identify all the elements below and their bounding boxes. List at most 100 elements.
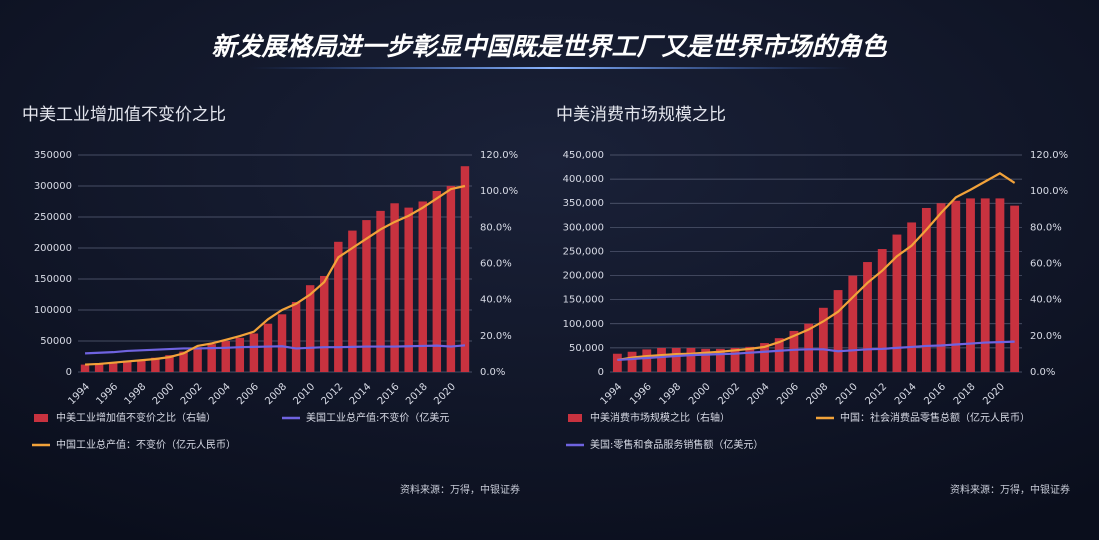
bar xyxy=(123,360,132,372)
legend-swatch xyxy=(34,414,48,422)
bar xyxy=(936,203,946,372)
bar xyxy=(671,347,681,372)
slide-title: 新发展格局进一步彰显中国既是世界工厂又是世界市场的角色 xyxy=(211,32,887,61)
bar xyxy=(446,185,456,372)
bar xyxy=(715,348,725,372)
bar xyxy=(432,190,442,372)
bar xyxy=(151,357,160,372)
y2-tick-label: 40.0% xyxy=(480,295,512,306)
bar xyxy=(760,343,769,372)
bar xyxy=(390,203,399,372)
y-tick-label: 400,000 xyxy=(563,174,604,185)
bar xyxy=(108,362,118,372)
bar xyxy=(334,241,343,372)
bar xyxy=(701,348,711,372)
bar xyxy=(980,198,990,372)
bar xyxy=(207,344,216,372)
y-tick-label: 150000 xyxy=(34,274,72,285)
bar xyxy=(789,330,799,372)
legend-label: 中国工业总产值：不变价（亿元人民币） xyxy=(56,438,236,451)
bar xyxy=(404,207,413,372)
bar xyxy=(418,201,427,372)
bar xyxy=(907,222,917,372)
bar xyxy=(657,347,666,372)
bar xyxy=(745,346,755,372)
bar xyxy=(818,307,828,372)
bar xyxy=(892,234,902,372)
y-tick-label: 450,000 xyxy=(563,150,604,161)
y2-tick-label: 80.0% xyxy=(1030,222,1062,233)
bar xyxy=(165,355,174,372)
bar xyxy=(221,341,230,372)
legend-label: 中国：社会消费品零售总额（亿元人民币） xyxy=(840,411,1030,424)
title-underline xyxy=(250,67,850,69)
bar xyxy=(921,207,931,372)
y2-tick-label: 20.0% xyxy=(480,331,512,342)
y-tick-label: 350,000 xyxy=(563,198,604,209)
y2-tick-label: 40.0% xyxy=(1030,295,1062,306)
y2-tick-label: 0.0% xyxy=(1030,367,1055,378)
legend-label: 中美工业增加值不变价之比（右轴） xyxy=(56,411,216,424)
y2-tick-label: 120.0% xyxy=(480,150,518,161)
y-tick-label: 250,000 xyxy=(563,246,604,257)
bar xyxy=(179,351,188,372)
bar xyxy=(460,166,470,372)
y-tick-label: 250000 xyxy=(34,212,72,223)
bar xyxy=(362,220,371,372)
bar xyxy=(848,275,858,372)
bar xyxy=(80,364,90,372)
y2-tick-label: 20.0% xyxy=(1030,331,1062,342)
bar xyxy=(376,210,385,372)
bar xyxy=(235,337,245,372)
y-tick-label: 200000 xyxy=(34,243,72,254)
y-tick-label: 100000 xyxy=(34,305,72,316)
y-tick-label: 100,000 xyxy=(563,319,604,330)
bar xyxy=(612,353,622,372)
bar xyxy=(320,275,329,372)
line xyxy=(617,340,1015,362)
line xyxy=(617,172,1016,362)
bar xyxy=(833,290,843,372)
bar xyxy=(627,351,637,372)
bar xyxy=(966,198,975,372)
y2-tick-label: 60.0% xyxy=(480,259,512,270)
y2-tick-label: 60.0% xyxy=(1030,259,1062,270)
y2-tick-label: 100.0% xyxy=(1030,186,1068,197)
y-tick-label: 0 xyxy=(66,367,72,378)
y-tick-label: 300000 xyxy=(34,181,72,192)
bar xyxy=(774,338,784,372)
y2-tick-label: 80.0% xyxy=(480,222,512,233)
bar xyxy=(277,314,287,372)
source-note: 资料来源：万得，中银证券 xyxy=(950,483,1070,496)
y-tick-label: 350000 xyxy=(34,150,72,161)
legend-label: 中美消费市场规模之比（右轴） xyxy=(590,411,730,424)
y-tick-label: 150,000 xyxy=(563,295,604,306)
source-note: 资料来源：万得，中银证券 xyxy=(400,483,520,496)
bar xyxy=(877,249,887,372)
bar xyxy=(730,347,740,372)
chart-title: 中美消费市场规模之比 xyxy=(556,105,726,125)
bar xyxy=(249,333,259,372)
y-tick-label: 50,000 xyxy=(569,343,604,354)
bar xyxy=(263,323,273,372)
y2-tick-label: 120.0% xyxy=(1030,150,1068,161)
legend-label: 美国:零售和食品服务销售额（亿美元） xyxy=(590,438,763,451)
chart-title: 中美工业增加值不变价之比 xyxy=(22,105,226,125)
bar xyxy=(348,230,357,372)
bar xyxy=(995,198,1005,372)
y2-tick-label: 100.0% xyxy=(480,186,518,197)
bar xyxy=(305,285,315,372)
y2-tick-label: 0.0% xyxy=(480,367,505,378)
bar xyxy=(951,200,961,372)
bar xyxy=(1010,205,1020,372)
line xyxy=(84,184,466,366)
legend-swatch xyxy=(568,414,582,422)
y-tick-label: 200,000 xyxy=(563,271,604,282)
legend-label: 美国工业总产值:不变价（亿美元 xyxy=(306,411,449,424)
y-tick-label: 50000 xyxy=(40,336,72,347)
bar xyxy=(137,359,146,372)
bar xyxy=(291,302,301,372)
y-tick-label: 300,000 xyxy=(563,222,604,233)
